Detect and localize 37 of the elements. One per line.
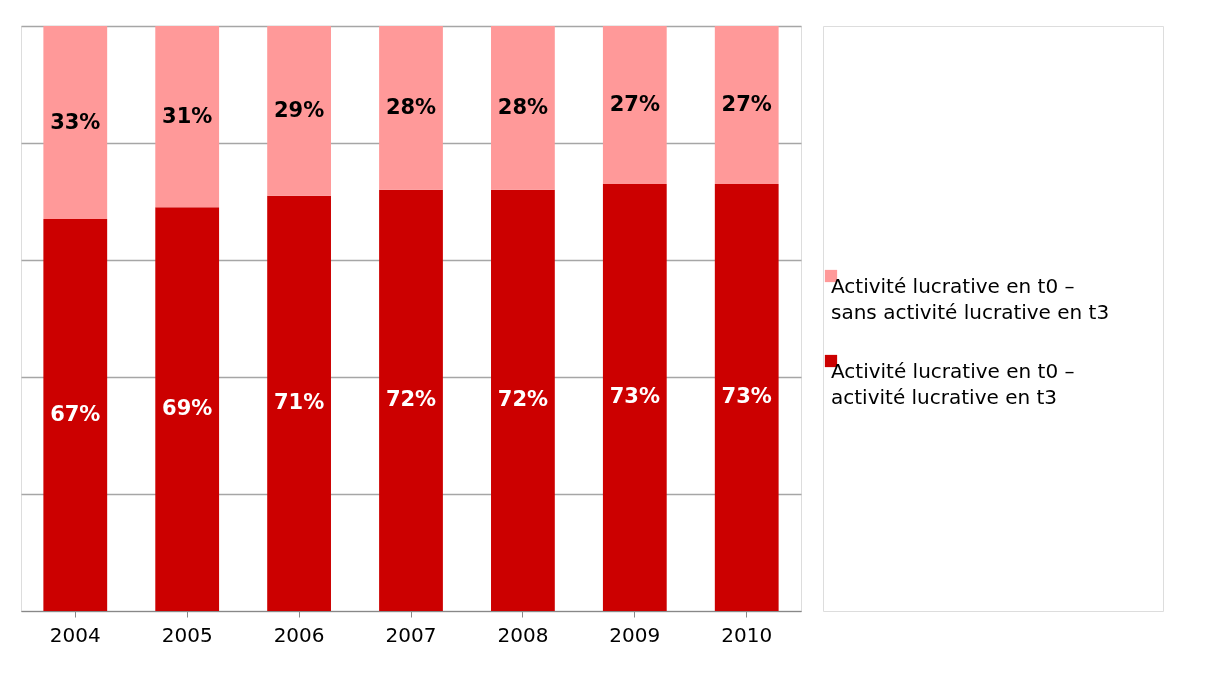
data-label: 33%	[50, 109, 101, 134]
data-label: 67%	[50, 402, 101, 427]
x-tick-label: 2004	[49, 622, 101, 647]
bar	[491, 26, 555, 190]
x-tick-label: 2005	[161, 622, 213, 647]
bar	[379, 189, 443, 611]
x-tick-label: 2008	[497, 622, 549, 647]
bar	[267, 26, 331, 196]
bar	[155, 26, 220, 208]
data-label: 28%	[385, 94, 437, 119]
data-label: 27%	[721, 91, 772, 116]
data-label: 28%	[497, 94, 549, 119]
bar	[491, 189, 555, 611]
data-label: 73%	[609, 384, 660, 409]
bar	[155, 207, 220, 611]
data-label: 73%	[721, 384, 772, 409]
bar	[379, 26, 443, 190]
bar	[43, 219, 108, 611]
data-label: 31%	[162, 103, 213, 128]
bar	[43, 26, 108, 220]
data-label: 29%	[273, 97, 325, 122]
bar	[714, 26, 779, 184]
legend-label: Activité lucrative en t0 – activité lucrative en t3	[831, 359, 1075, 409]
bar	[267, 195, 331, 611]
x-tick-label: 2009	[609, 622, 661, 647]
data-label: 69%	[162, 396, 213, 421]
x-tick-label: 2010	[721, 622, 773, 647]
bar	[714, 183, 779, 611]
data-label: 72%	[385, 387, 437, 412]
data-label: 71%	[273, 390, 325, 415]
bar	[602, 183, 667, 611]
bar	[602, 26, 667, 184]
x-tick-label: 2006	[273, 622, 325, 647]
data-label: 72%	[497, 387, 549, 412]
data-label: 27%	[609, 91, 660, 116]
legend-label: Activité lucrative en t0 – sans activité lucrative en t3	[831, 274, 1110, 324]
x-tick-label: 2007	[385, 622, 437, 647]
